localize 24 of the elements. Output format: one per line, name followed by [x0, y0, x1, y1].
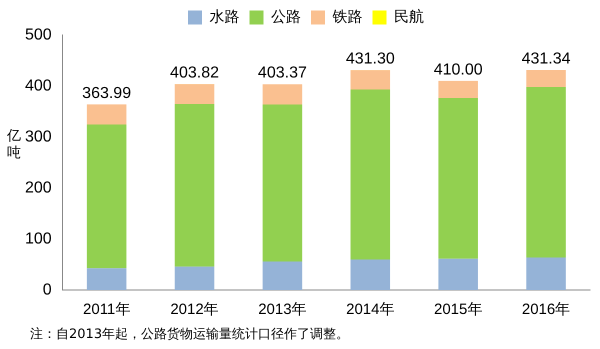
x-tick-label: 2011年: [83, 301, 130, 318]
legend-label: 公路: [271, 7, 301, 26]
x-tick-label: 2014年: [346, 301, 394, 318]
x-tick-label: 2016年: [522, 301, 570, 318]
y-axis-title: 亿吨: [6, 128, 22, 162]
total-label: 431.34: [522, 50, 571, 68]
y-tick-label: 500: [24, 26, 52, 44]
x-tick-label: 2012年: [170, 301, 219, 318]
y-tick-label: 100: [24, 230, 52, 248]
legend-label: 民航: [394, 7, 424, 26]
legend-label: 铁路: [332, 7, 362, 26]
total-label: 403.37: [258, 64, 307, 82]
x-tick-label: 2013年: [258, 301, 307, 318]
total-label: 431.30: [346, 50, 395, 68]
text: 注：自2013年起，公路货物运输量统计口径作了调整。: [30, 326, 350, 343]
total-label: 403.82: [170, 64, 220, 82]
total-label: 363.99: [82, 84, 132, 102]
y-tick-label: 0: [42, 281, 52, 298]
legend-label: 水路: [210, 7, 240, 26]
y-tick-label: 300: [24, 128, 52, 146]
y-tick-label: 400: [24, 77, 52, 94]
total-label: 410.00: [434, 61, 483, 78]
y-tick-label: 200: [24, 179, 52, 196]
x-tick-label: 2015年: [434, 301, 482, 318]
